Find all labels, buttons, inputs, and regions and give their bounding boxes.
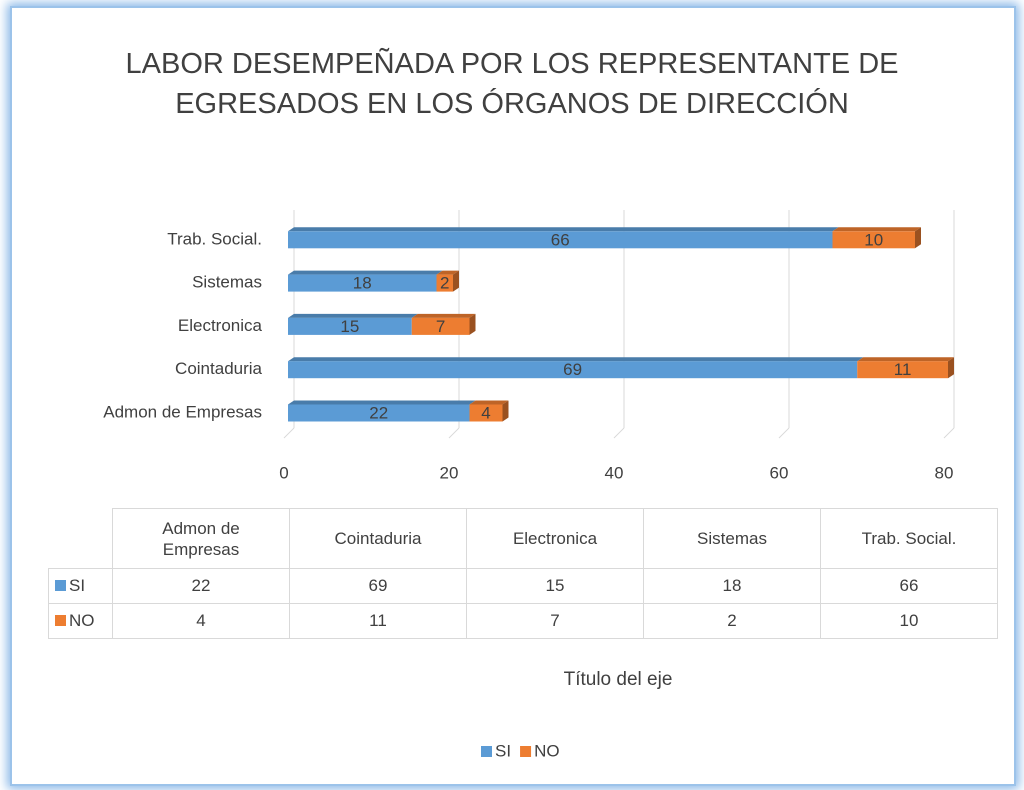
legend-swatch (55, 580, 66, 591)
table-row: SI 22 69 15 18 66 (48, 568, 998, 604)
grid-line-depth (778, 427, 790, 439)
table-cell: 66 (820, 568, 998, 604)
data-label: 69 (563, 360, 582, 379)
bar (288, 361, 858, 379)
grid-line-depth (613, 427, 625, 439)
bar-top (288, 357, 864, 362)
legend-swatch (520, 746, 532, 757)
x-tick-label: 0 (279, 463, 288, 482)
data-table: Admon de Empresas Cointaduria Electronica S… (48, 508, 998, 639)
legend-label: SI (69, 576, 86, 595)
table-cell: 4 (112, 603, 290, 639)
bar-top (857, 357, 954, 362)
bar (436, 274, 453, 292)
grid-line-depth (283, 427, 295, 439)
table-cell: 69 (289, 568, 467, 604)
chart-title: LABOR DESEMPEÑADA POR LOS REPRESENTANTE … (125, 48, 899, 120)
table-header: Trab. Social. (820, 508, 998, 569)
table-cell: 7 (466, 603, 644, 639)
bar-top (288, 313, 418, 318)
bar (857, 361, 948, 379)
data-label: 11 (894, 360, 912, 379)
bar (288, 317, 412, 335)
table-legend: NO (48, 603, 113, 639)
bar-top (832, 227, 921, 232)
bar-side (453, 270, 459, 292)
table-header-row: Admon de Empresas Cointaduria Electronica S… (48, 508, 998, 569)
table-row: NO 4 11 7 2 10 (48, 603, 998, 639)
x-tick-label: 20 (440, 463, 459, 482)
table-cell: 2 (643, 603, 821, 639)
bar-side (502, 400, 509, 422)
bar-top (469, 400, 509, 405)
bar-top (288, 227, 839, 232)
bar (832, 231, 915, 249)
data-label: 18 (353, 274, 372, 293)
data-label: 15 (340, 317, 359, 336)
grid-line-depth (943, 427, 955, 439)
data-label: 2 (440, 274, 449, 293)
legend-label: SI (495, 741, 511, 760)
bar (411, 317, 470, 335)
table-cell: 22 (112, 568, 290, 604)
table-cell: 10 (820, 603, 998, 639)
bar-top (288, 270, 443, 275)
bar-top (411, 313, 476, 318)
grid-line-depth (448, 427, 460, 439)
bar (288, 404, 470, 422)
y-tick-label: Admon de Empresas (103, 402, 262, 421)
legend-swatch (481, 746, 492, 757)
table-header: Sistemas (643, 508, 821, 569)
table-cell: 15 (466, 568, 644, 604)
legend-label: NO (534, 741, 560, 760)
table-header: Cointaduria (289, 508, 467, 569)
chart-frame (10, 6, 1016, 786)
bar-side (948, 357, 954, 379)
bar-side (469, 313, 476, 335)
data-label: 7 (436, 317, 445, 336)
data-label: 22 (369, 403, 388, 422)
y-tick-label: Electronica (178, 316, 263, 335)
bar-top (436, 270, 459, 275)
y-tick-label: Sistemas (192, 273, 262, 292)
legend-label: NO (69, 611, 95, 630)
table-corner (48, 508, 113, 569)
x-tick-label: 60 (770, 463, 789, 482)
table-cell: 11 (289, 603, 467, 639)
legend-swatch (55, 615, 66, 626)
table-cell: 18 (643, 568, 821, 604)
data-label: 10 (864, 230, 883, 249)
table-header: Admon de Empresas (112, 508, 290, 569)
y-tick-label: Trab. Social. (167, 229, 262, 248)
bar (288, 231, 833, 249)
table-legend: SI (48, 568, 113, 604)
x-tick-label: 80 (935, 463, 954, 482)
bar-side (915, 227, 921, 249)
bar (469, 404, 503, 422)
table-header: Electronica (466, 508, 644, 569)
bar (288, 274, 437, 292)
data-label: 66 (551, 230, 570, 249)
x-tick-label: 40 (605, 463, 624, 482)
data-label: 4 (481, 403, 490, 422)
y-tick-label: Cointaduria (175, 359, 262, 378)
x-axis-title: Título del eje (564, 669, 673, 690)
bar-top (288, 400, 476, 405)
